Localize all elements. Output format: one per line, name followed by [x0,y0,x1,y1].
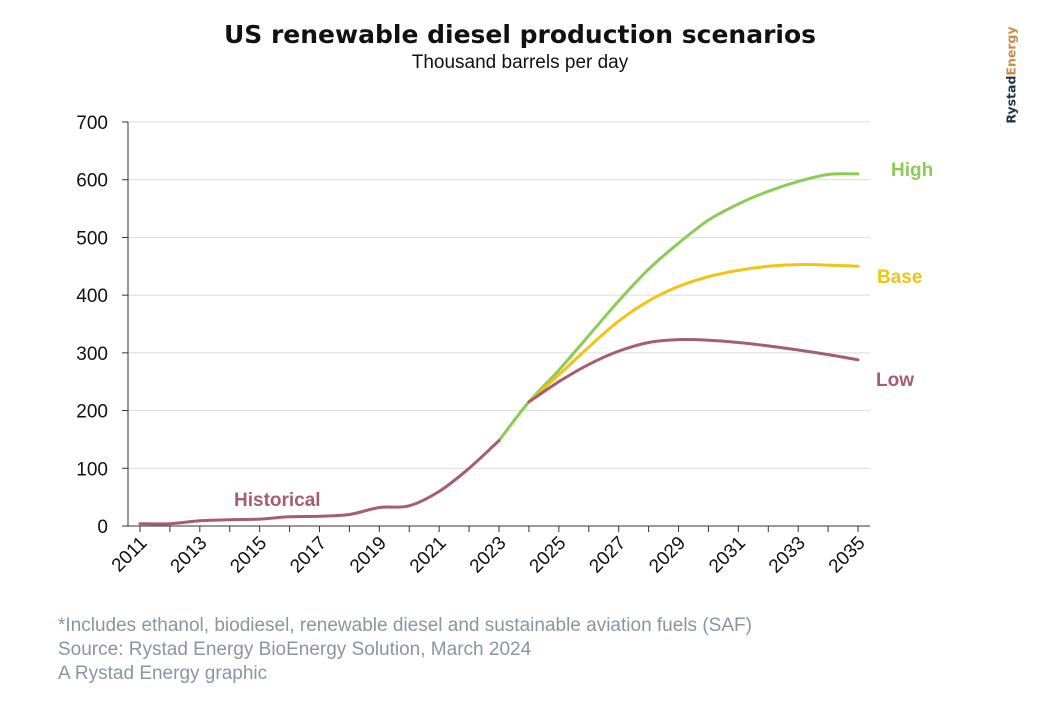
footnote-source: Source: Rystad Energy BioEnergy Solution… [58,639,532,660]
y-tick-label: 100 [76,459,108,480]
x-tick-label: 2011 [108,533,152,577]
series-line-base [527,263,860,404]
y-tick-label: 0 [97,517,108,538]
x-tick-label: 2029 [645,533,690,578]
y-tick-label: 400 [76,286,108,307]
chart-subtitle: Thousand barrels per day [411,52,629,73]
x-tick-label: 2031 [705,533,750,578]
x-tick-label: 2017 [286,533,331,578]
series-line-low [527,337,860,404]
y-tick-label: 300 [76,344,108,365]
x-tick-label: 2019 [346,533,391,578]
chart-title: US renewable diesel production scenarios [223,20,817,49]
series-label-base: Base [877,267,922,288]
x-tick-label: 2035 [825,533,870,578]
x-tick-label: 2021 [406,533,451,578]
y-tick-label: 500 [76,228,108,249]
footnote-credit: A Rystad Energy graphic [58,663,268,684]
series-line-historical [138,439,501,526]
x-tick-label: 2013 [167,533,212,578]
series-label-historical: Historical [234,490,321,511]
footnotes: *Includes ethanol, biodiesel, renewable … [58,614,752,686]
x-tick-label: 2015 [226,533,271,578]
x-tick-label: 2027 [585,533,630,578]
x-tick-label: 2025 [526,533,571,578]
series-label-low: Low [876,370,914,391]
footnote-definition: *Includes ethanol, biodiesel, renewable … [58,615,752,636]
y-tick-label: 200 [76,402,108,423]
y-tick-label: 600 [76,171,108,192]
y-tick-label: 700 [76,113,108,134]
x-tick-label: 2033 [765,533,810,578]
series-line-high [497,172,860,443]
series-label-high: High [891,160,933,181]
x-tick-label: 2023 [466,533,511,578]
